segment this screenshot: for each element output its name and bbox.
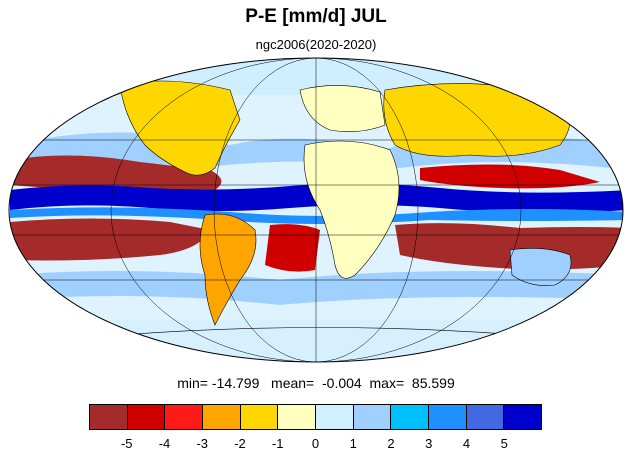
colorbar-swatch — [353, 405, 392, 429]
min-label: min= — [177, 375, 208, 391]
mean-label: mean= — [271, 375, 315, 391]
colorbar-swatch — [127, 405, 166, 429]
south-subtropic-red — [10, 218, 210, 261]
colorbar-swatch — [240, 405, 279, 429]
mean-value: -0.004 — [322, 375, 362, 391]
page-subtitle: ngc2006(2020-2020) — [255, 37, 377, 52]
south-indian-red — [395, 223, 623, 270]
colorbar-tick-label: -5 — [120, 436, 133, 451]
australia — [509, 248, 572, 286]
africa — [303, 140, 400, 279]
europe — [299, 85, 386, 132]
colorbar — [89, 404, 542, 430]
min-value: -14.799 — [211, 375, 260, 391]
south-midlat-blue — [10, 271, 623, 305]
colorbar-swatch — [429, 405, 467, 429]
colorbar-tick-label: -1 — [271, 436, 284, 451]
world-map — [8, 57, 624, 363]
colorbar-swatch — [316, 405, 354, 429]
south-america — [199, 213, 257, 326]
south-atlantic-red — [265, 224, 320, 272]
colorbar-ticks: -5 -4 -3 -2 -1 0 1 2 3 4 5 — [89, 436, 542, 452]
colorbar-swatch — [203, 405, 241, 429]
colorbar-swatch — [90, 405, 128, 429]
map-stats: min= -14.799 mean= -0.004 max= 85.599 — [0, 375, 632, 391]
map-outline — [8, 57, 624, 363]
colorbar-tick-label: 5 — [500, 436, 508, 451]
north-subtropic-red — [10, 155, 222, 192]
colorbar-swatch — [504, 405, 542, 429]
page-title: P-E [mm/d] JUL — [245, 6, 387, 27]
colorbar-tick-label: 0 — [311, 436, 320, 451]
asia — [383, 83, 571, 157]
colorbar-tick-label: 3 — [425, 436, 433, 451]
colorbar-tick-label: 1 — [349, 436, 357, 451]
colorbar-tick-label: 2 — [387, 436, 395, 451]
colorbar-tick-label: -3 — [196, 436, 209, 451]
colorbar-swatch — [466, 405, 505, 429]
colorbar-tick-label: -4 — [158, 436, 171, 451]
colorbar-tick-label: -2 — [234, 436, 246, 451]
graticule — [9, 58, 623, 362]
colorbar-tick-label: 4 — [462, 436, 471, 451]
colorbar-swatch — [391, 405, 430, 429]
north-pacific-red — [420, 164, 600, 189]
itcz-light-edge — [10, 207, 623, 224]
north-america — [119, 80, 241, 176]
max-value: 85.599 — [411, 375, 455, 391]
colorbar-swatch — [165, 405, 204, 429]
max-label: max= — [369, 375, 405, 391]
colorbar-swatch — [278, 405, 317, 429]
